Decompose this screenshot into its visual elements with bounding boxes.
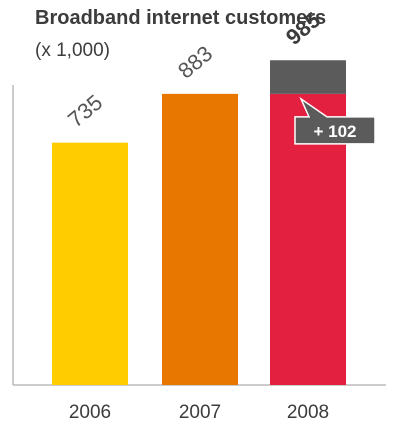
value-label-2007: 883 <box>173 41 217 84</box>
bar-2006 <box>52 142 128 385</box>
x-tick-label-2008: 2008 <box>287 402 329 423</box>
bar-increment-2008 <box>270 60 346 94</box>
chart-subtitle: (x 1,000) <box>35 40 110 61</box>
bar-2007 <box>162 93 238 385</box>
chart-title: Broadband internet customers <box>35 7 327 29</box>
x-tick-label-2006: 2006 <box>69 402 111 423</box>
x-tick-label-2007: 2007 <box>179 402 221 423</box>
increment-callout <box>294 96 376 145</box>
value-label-2006: 735 <box>63 90 107 133</box>
value-label-2008: 985 <box>281 7 325 50</box>
increment-label: + 102 <box>313 122 356 141</box>
